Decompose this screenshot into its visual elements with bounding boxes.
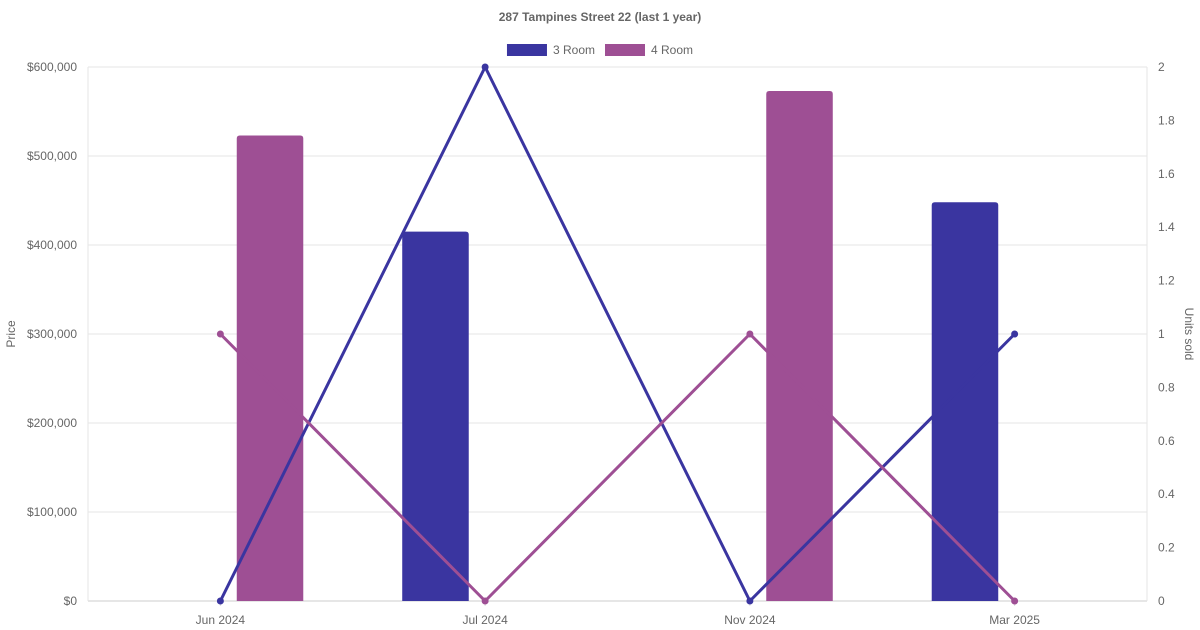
units-tick-label: 1.4 — [1158, 220, 1175, 234]
units-lines — [216, 63, 1019, 605]
legend-swatch — [605, 44, 645, 56]
units-axis: 0 0.2 0.4 0.6 0.8 1 1.2 1.4 1.6 1.8 2 — [1158, 60, 1175, 608]
price-axis: $0 $100,000 $200,000 $300,000 $400,000 $500,0… — [27, 60, 77, 608]
units-tick-label: 0 — [1158, 594, 1165, 608]
price-bar — [402, 231, 469, 601]
legend-swatch — [506, 44, 547, 56]
legend-label: 3 Room — [553, 43, 595, 57]
units-tick-label: 0.4 — [1158, 487, 1175, 501]
x-tick-label: Jun 2024 — [196, 613, 246, 627]
units-point — [746, 597, 754, 605]
units-tick-label: 0.2 — [1158, 541, 1175, 555]
x-tick-label: Jul 2024 — [462, 613, 508, 627]
price-bar — [236, 135, 304, 601]
price-bar — [931, 202, 999, 601]
units-point — [216, 330, 224, 338]
price-bars — [236, 91, 999, 601]
units-tick-label: 0.8 — [1158, 380, 1175, 394]
x-axis: Jun 2024 Jul 2024 Nov 2024 Mar 2025 — [196, 601, 1040, 627]
price-bar — [766, 91, 833, 601]
chart-title: 287 Tampines Street 22 (last 1 year) — [499, 10, 702, 24]
x-tick-label: Nov 2024 — [724, 613, 776, 627]
units-tick-label: 2 — [1158, 60, 1165, 74]
units-point — [481, 597, 489, 605]
units-point — [481, 63, 489, 71]
price-tick-label: $500,000 — [27, 149, 77, 163]
price-tick-label: $100,000 — [27, 505, 77, 519]
units-tick-label: 1 — [1158, 327, 1165, 341]
units-tick-label: 1.2 — [1158, 274, 1175, 288]
price-axis-title: Price — [4, 320, 18, 348]
price-tick-label: $0 — [64, 594, 78, 608]
x-tick-label: Mar 2025 — [989, 613, 1040, 627]
units-point — [746, 330, 754, 338]
units-axis-title: Units sold — [1182, 308, 1196, 361]
legend: 3 Room 4 Room — [506, 43, 693, 57]
price-tick-label: $400,000 — [27, 238, 77, 252]
units-point — [1011, 330, 1019, 338]
units-tick-label: 1.6 — [1158, 167, 1175, 181]
units-tick-label: 0.6 — [1158, 434, 1175, 448]
units-point — [216, 597, 224, 605]
units-point — [1011, 597, 1019, 605]
units-line — [219, 332, 1016, 603]
price-tick-label: $600,000 — [27, 60, 77, 74]
units-tick-label: 1.8 — [1158, 113, 1175, 127]
price-tick-label: $300,000 — [27, 327, 77, 341]
legend-label: 4 Room — [651, 43, 693, 57]
price-tick-label: $200,000 — [27, 416, 77, 430]
